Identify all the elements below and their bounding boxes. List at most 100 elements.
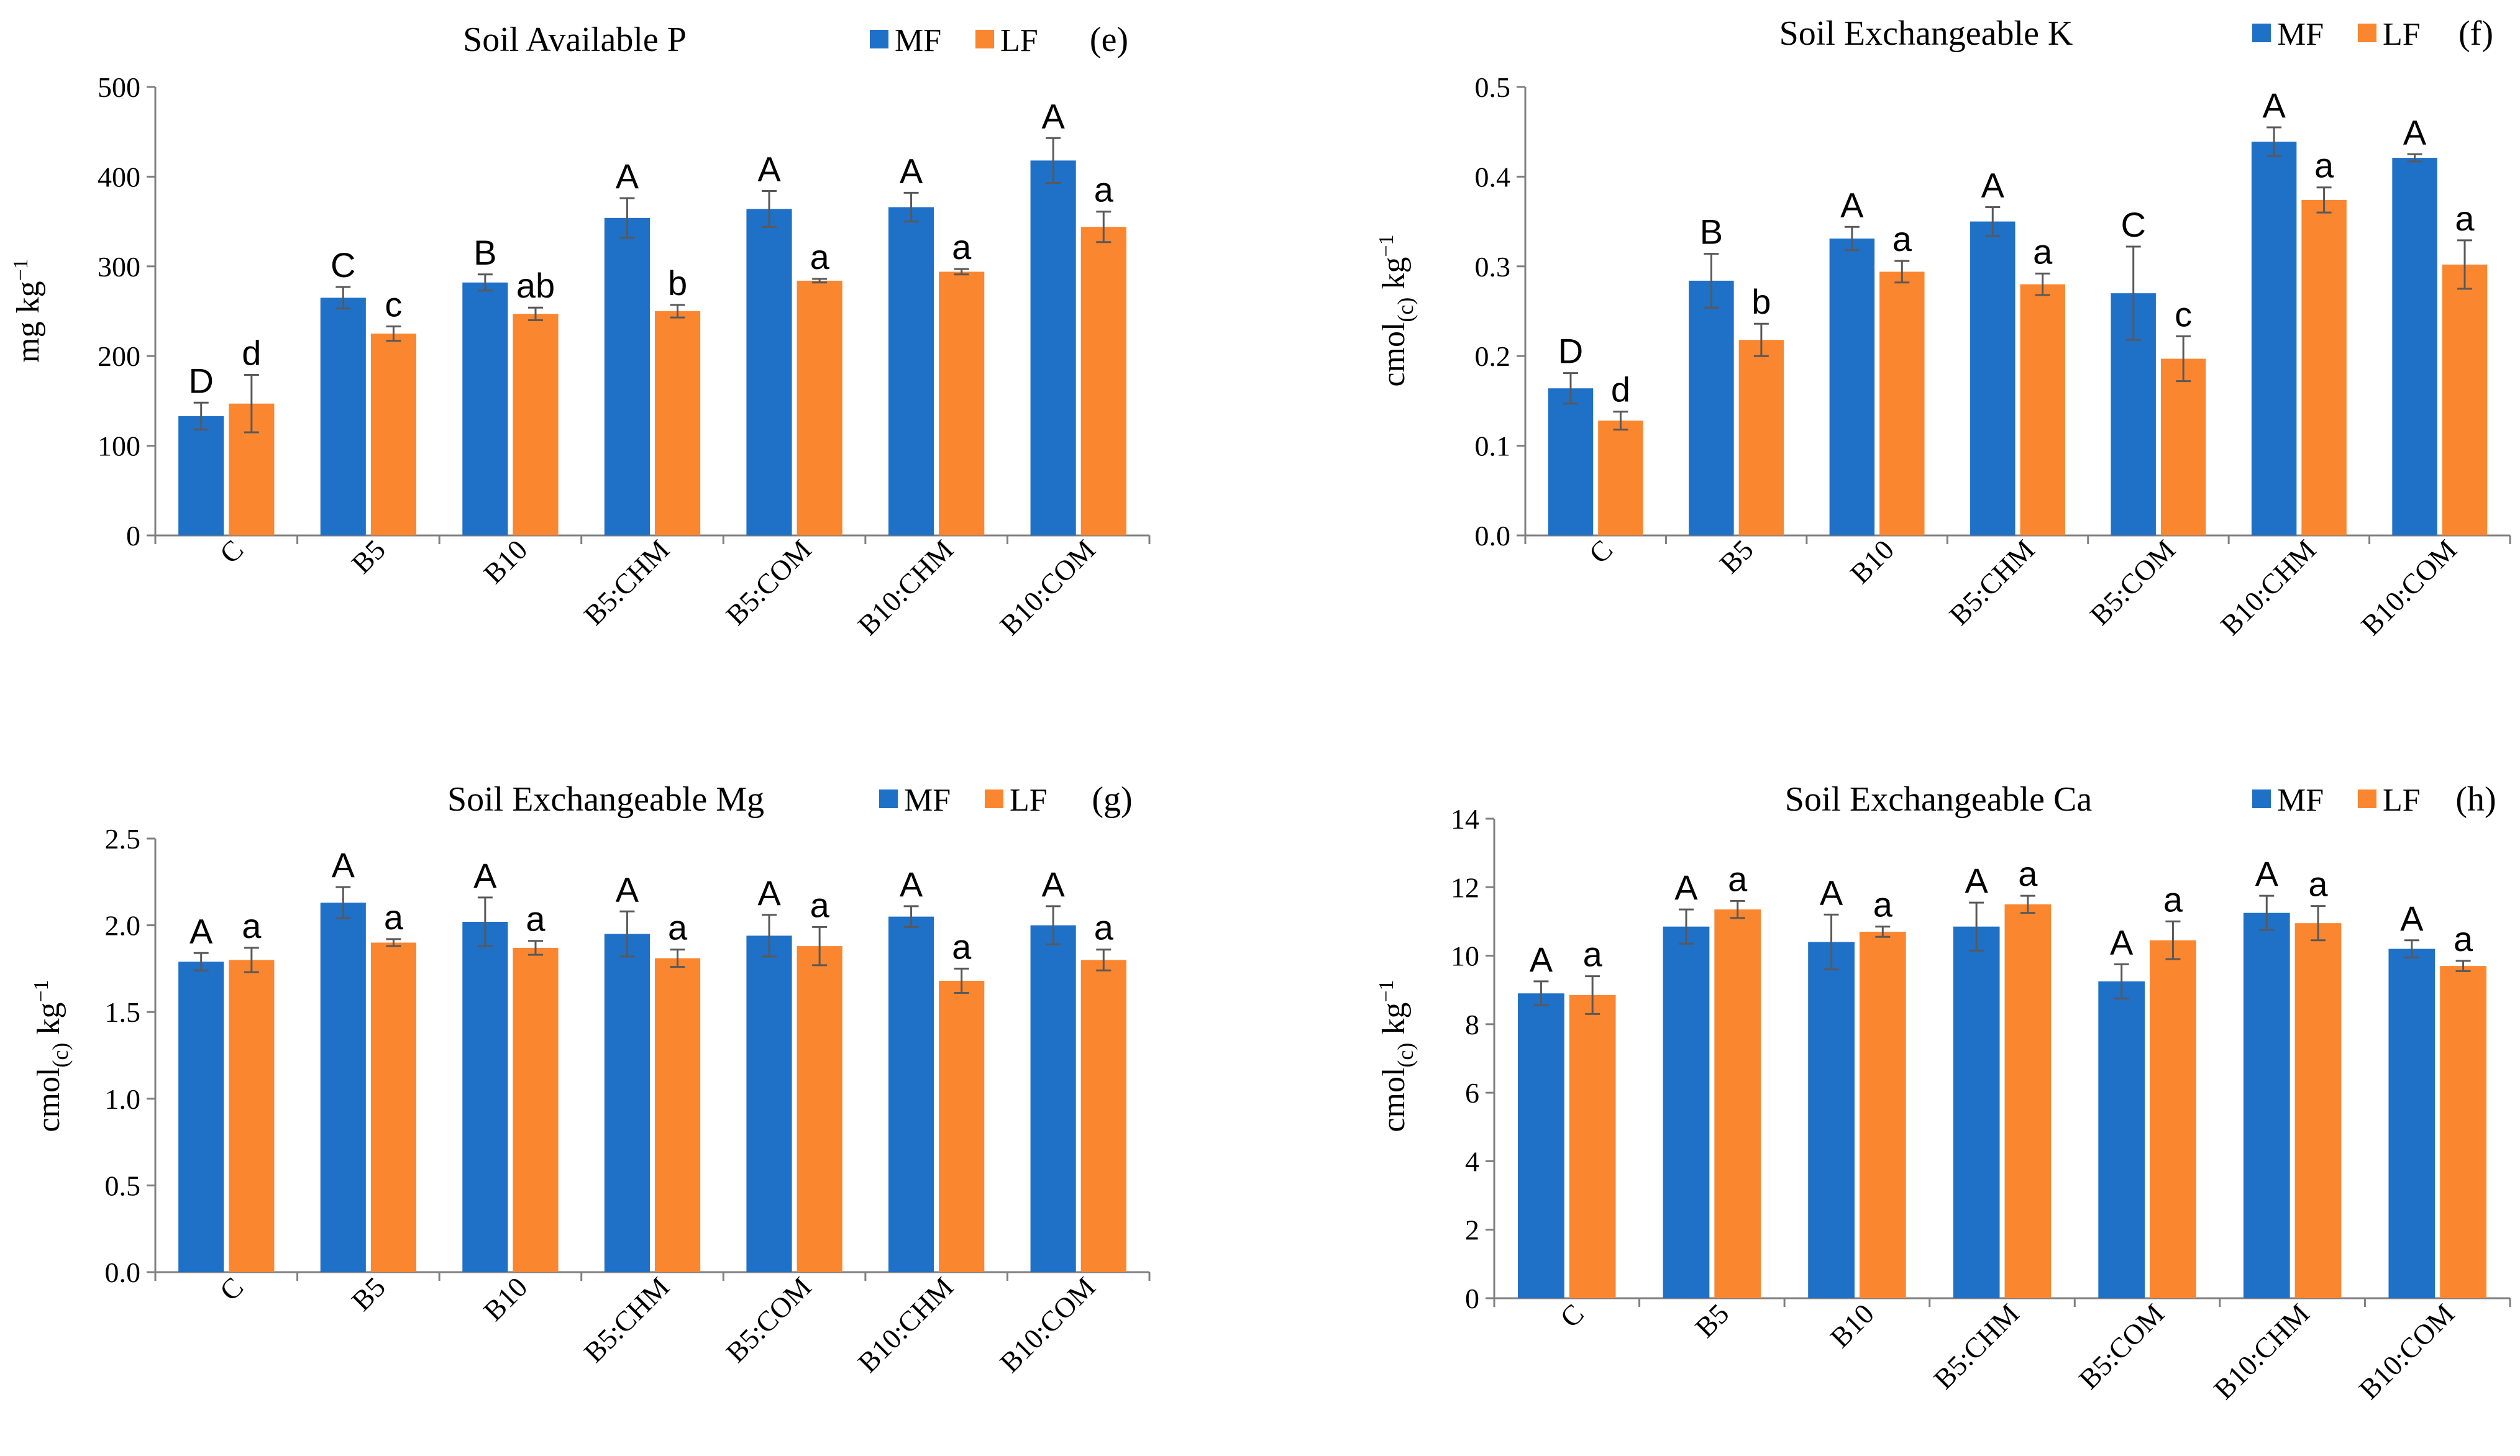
bar-LF-B10:CHM — [939, 980, 985, 1272]
legend-label-MF: MF — [2277, 17, 2324, 52]
bar-MF-B5 — [1689, 280, 1734, 535]
chart-panel-2: Soil Exchangeable Mg MF LF (g) 0.0 0.5 1.0 1.5 2… — [30, 780, 1151, 1378]
bar-MF-B5:CHM — [604, 217, 650, 535]
y-axis-label: cmol(c) kg−1 — [30, 980, 73, 1132]
bar-LF-B5 — [370, 334, 416, 535]
significance-label: A — [900, 865, 923, 904]
category-label: B5 — [345, 1271, 391, 1317]
category-label: B5:CHM — [578, 1271, 675, 1368]
significance-label: A — [1981, 165, 2005, 204]
chart-title: Soil Available P — [463, 20, 687, 59]
significance-label: A — [757, 150, 781, 189]
bar-LF-B5 — [370, 942, 416, 1272]
significance-label: A — [2110, 922, 2134, 962]
significance-label: a — [952, 927, 972, 966]
significance-label: a — [2033, 232, 2053, 271]
significance-label: D — [188, 361, 213, 400]
significance-label: d — [1611, 370, 1630, 409]
category-label: B5 — [1714, 534, 1760, 580]
y-tick-label: 1.5 — [105, 996, 141, 1028]
y-tick-label: 0.1 — [1475, 430, 1511, 462]
y-label-sup: −1 — [30, 980, 53, 1002]
bar-MF-B5 — [1663, 926, 1710, 1298]
y-tick-label: 2.0 — [105, 910, 141, 942]
y-tick-label: 12 — [1451, 871, 1479, 903]
category-label: C — [214, 534, 250, 570]
significance-label: b — [668, 263, 687, 303]
significance-label: a — [810, 237, 830, 276]
significance-label: A — [2403, 112, 2427, 152]
significance-label: a — [526, 899, 546, 939]
y-tick-label: 14 — [1451, 803, 1479, 835]
significance-label: b — [1751, 282, 1771, 321]
y-label-sup: −1 — [1375, 234, 1398, 257]
y-label-tail: kg — [11, 281, 46, 321]
category-label: B10:CHM — [852, 534, 959, 641]
bar-LF-B10 — [513, 947, 559, 1272]
significance-label: ab — [516, 266, 555, 305]
category-label: B5:CHM — [1943, 534, 2040, 631]
bar-LF-B10:CHM — [2301, 199, 2347, 536]
y-tick-label: 4 — [1465, 1145, 1479, 1177]
bar-MF-B10 — [1829, 239, 1875, 535]
legend-label-LF: LF — [2383, 17, 2421, 52]
significance-label: A — [1674, 868, 1698, 907]
significance-label: A — [2255, 854, 2279, 893]
bar-LF-B5:CHM — [2004, 904, 2052, 1298]
significance-label: A — [1041, 865, 1065, 904]
bar-MF-C — [178, 962, 224, 1272]
legend-swatch-MF — [2252, 24, 2271, 42]
bar-MF-B10:CHM — [2251, 142, 2297, 536]
y-axis-label: mg kg−1 — [9, 258, 46, 363]
chart-panel-0: Soil Available P MF LF (e) 0 100 200 300 400 500 m… — [9, 20, 1151, 641]
y-tick-label: 2.5 — [105, 823, 141, 855]
significance-label: a — [668, 908, 688, 947]
significance-label: d — [242, 334, 261, 373]
significance-label: A — [2262, 86, 2286, 125]
legend-label-LF: LF — [2383, 783, 2421, 818]
bar-LF-C — [1598, 421, 1643, 535]
bar-MF-B5:CHM — [1970, 221, 2016, 535]
bar-LF-B10:CHM — [939, 271, 985, 535]
bar-LF-C — [1569, 994, 1616, 1298]
significance-label: a — [2163, 880, 2183, 919]
significance-label: A — [332, 845, 355, 885]
bar-LF-B10 — [1859, 931, 1906, 1298]
bar-MF-B5:COM — [746, 935, 792, 1272]
legend-swatch-LF — [2358, 789, 2376, 808]
bar-MF-B5:COM — [2098, 981, 2145, 1298]
significance-label: a — [1094, 170, 1114, 209]
significance-label: D — [1558, 332, 1583, 371]
category-label: B10:COM — [993, 534, 1101, 641]
bar-MF-B10:COM — [2388, 949, 2436, 1298]
category-label: B5:CHM — [1927, 1298, 2025, 1395]
category-label: B10 — [477, 1271, 533, 1327]
y-tick-label: 0.5 — [105, 1170, 141, 1201]
significance-label: A — [1965, 861, 1988, 900]
y-axis-label: cmol(c) kg−1 — [1375, 234, 1418, 386]
bar-LF-B5:COM — [2150, 940, 2196, 1298]
significance-label: a — [2454, 919, 2473, 958]
legend-label-MF: MF — [904, 783, 951, 818]
bar-MF-B10:COM — [1030, 160, 1076, 536]
panel-label: (h) — [2455, 780, 2496, 819]
legend-label-MF: MF — [895, 23, 941, 58]
bar-MF-B5:CHM — [604, 934, 650, 1272]
y-label-sub: (c) — [48, 1043, 73, 1068]
bar-LF-C — [229, 960, 275, 1272]
category-label: B5 — [345, 534, 391, 580]
bar-MF-B10:CHM — [888, 916, 934, 1272]
y-label-sup: −1 — [1375, 980, 1398, 1002]
y-tick-label: 500 — [98, 71, 140, 103]
bar-LF-B10:COM — [1080, 227, 1126, 535]
y-label-sub: (c) — [1393, 1043, 1418, 1068]
category-label: B10:COM — [2355, 534, 2462, 641]
significance-label: A — [1041, 96, 1065, 135]
significance-label: B — [473, 233, 496, 272]
legend-swatch-LF — [975, 30, 994, 48]
bar-MF-B10 — [462, 922, 508, 1272]
category-label: B10 — [477, 534, 533, 589]
category-label: B5:COM — [2084, 534, 2181, 631]
significance-label: a — [952, 227, 972, 266]
category-label: B5:COM — [719, 1271, 817, 1368]
